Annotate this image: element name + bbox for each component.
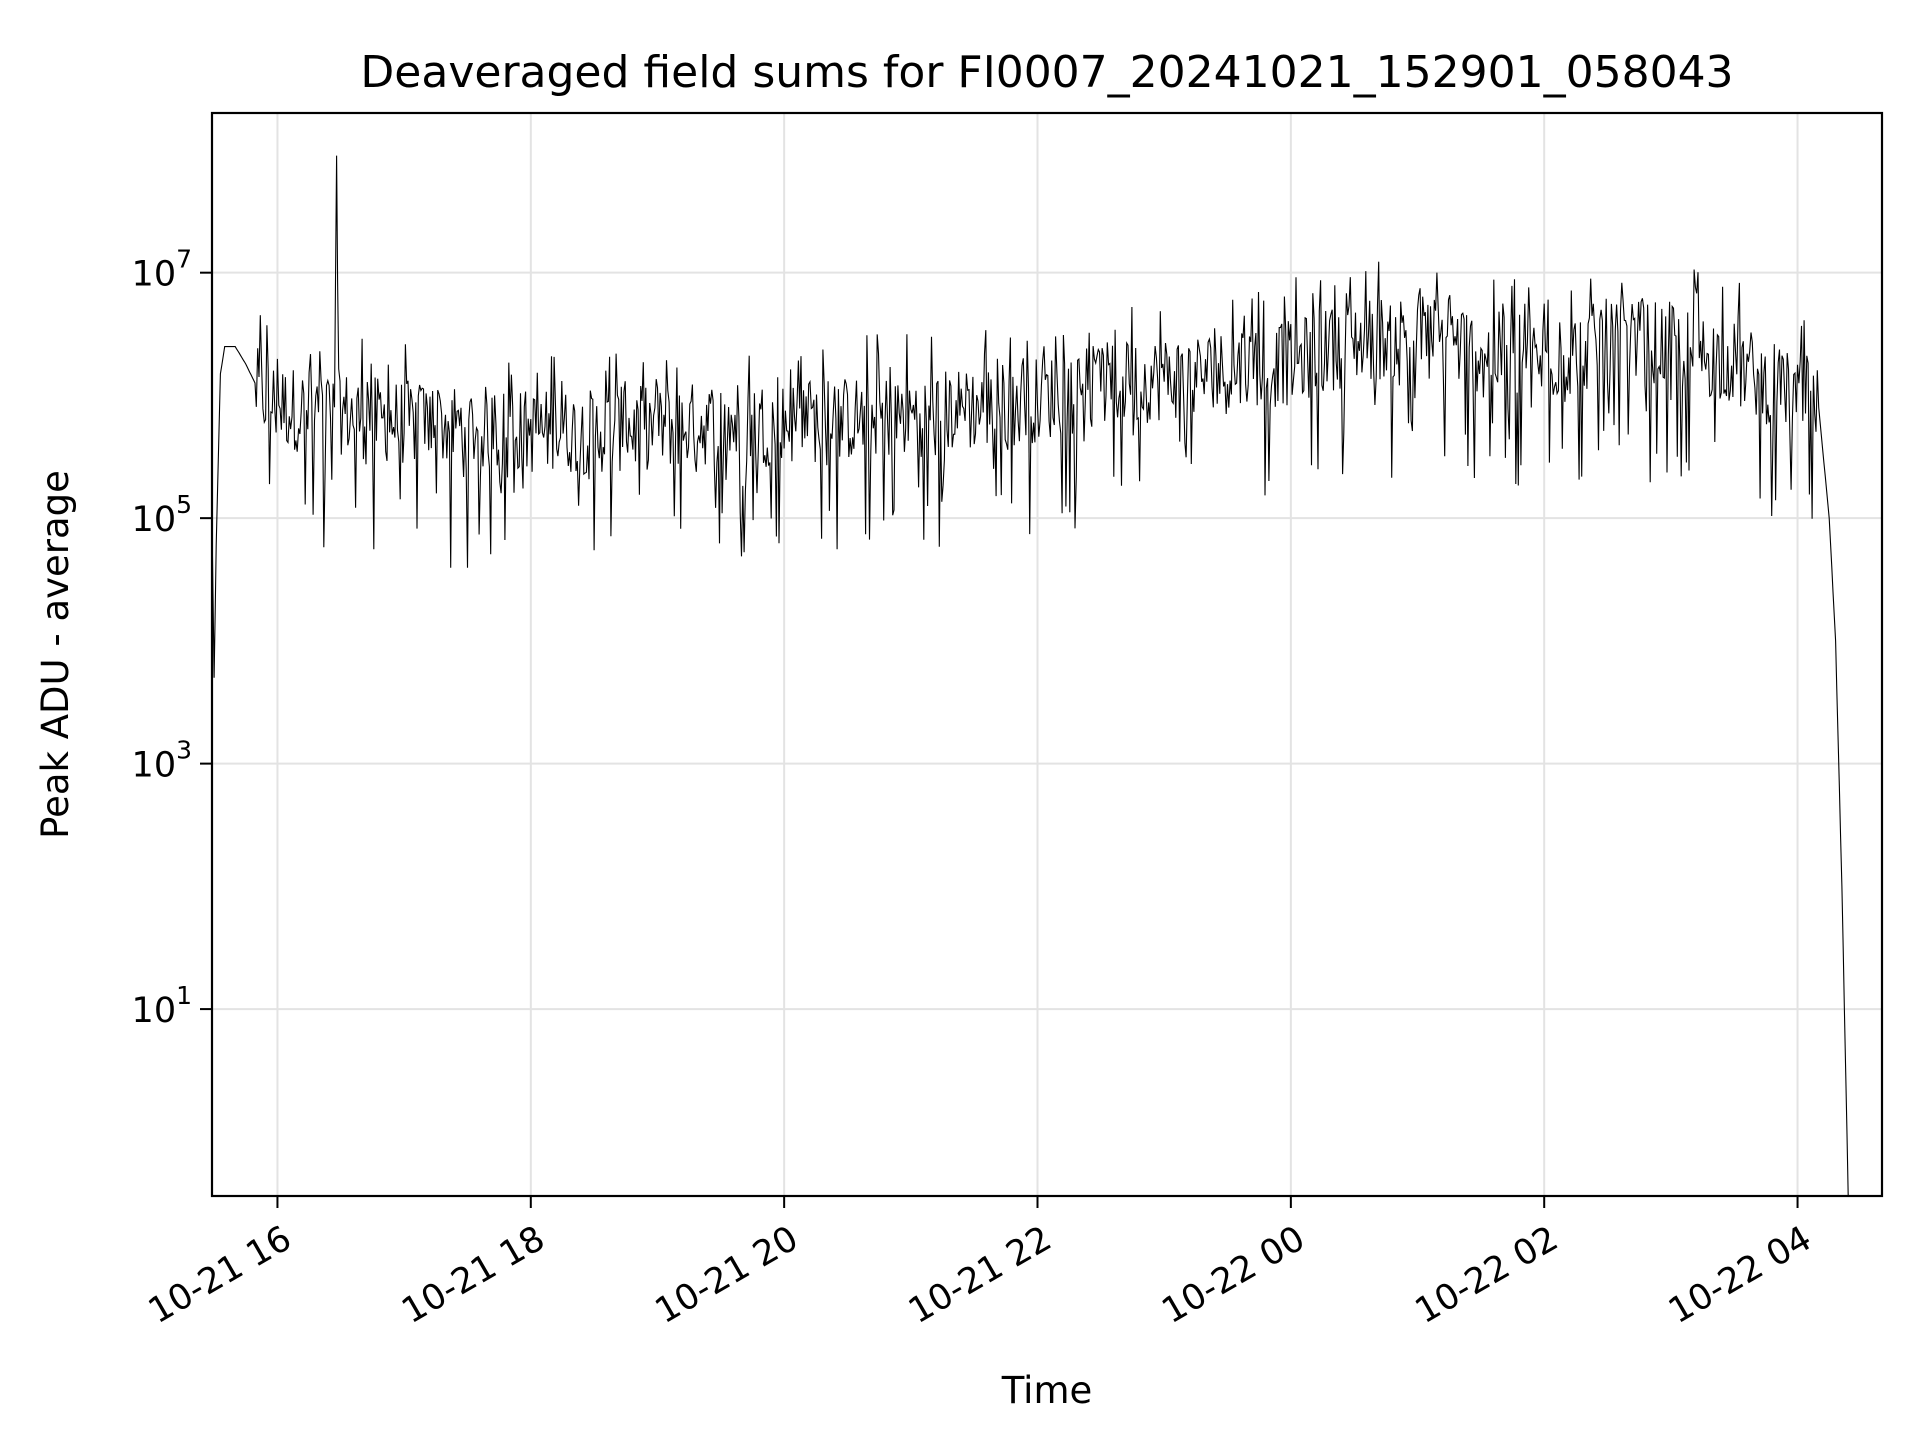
x-tick-label: 10-21 16: [142, 1219, 298, 1332]
plot-frame: [210, 111, 1884, 1198]
x-tick-label: 10-21 22: [902, 1219, 1058, 1332]
series-line: [211, 155, 1849, 1197]
x-tick-label: 10-21 20: [649, 1219, 805, 1332]
y-tick-label: 101: [132, 981, 192, 1031]
x-axis-label: Time: [1001, 1369, 1093, 1412]
x-tick-label: 10-22 04: [1662, 1219, 1818, 1332]
grid-lines: [212, 113, 1882, 1196]
y-tick-label: 107: [132, 245, 192, 295]
chart-title: Deaveraged field sums for FI0007_2024102…: [360, 47, 1733, 98]
y-axis-label: Peak ADU - average: [34, 470, 77, 839]
x-tick-label: 10-21 18: [395, 1219, 551, 1332]
y-tick-label: 105: [132, 490, 192, 540]
x-tick-label: 10-22 00: [1155, 1219, 1311, 1332]
x-tick-label: 10-22 02: [1409, 1219, 1565, 1332]
y-tick-label: 103: [132, 736, 192, 786]
